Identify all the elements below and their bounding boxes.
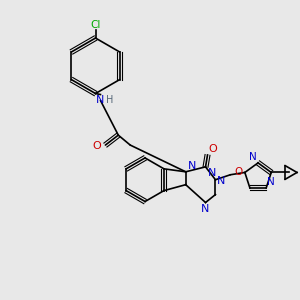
- Text: N: N: [208, 168, 216, 178]
- Text: N: N: [249, 152, 257, 162]
- Text: H: H: [106, 95, 113, 105]
- Text: O: O: [208, 144, 217, 154]
- Text: N: N: [267, 177, 275, 187]
- Text: N: N: [96, 95, 105, 105]
- Text: O: O: [93, 141, 101, 151]
- Text: O: O: [235, 167, 243, 178]
- Text: N: N: [216, 176, 225, 186]
- Text: N: N: [188, 161, 196, 171]
- Text: N: N: [201, 205, 210, 214]
- Text: Cl: Cl: [90, 20, 101, 30]
